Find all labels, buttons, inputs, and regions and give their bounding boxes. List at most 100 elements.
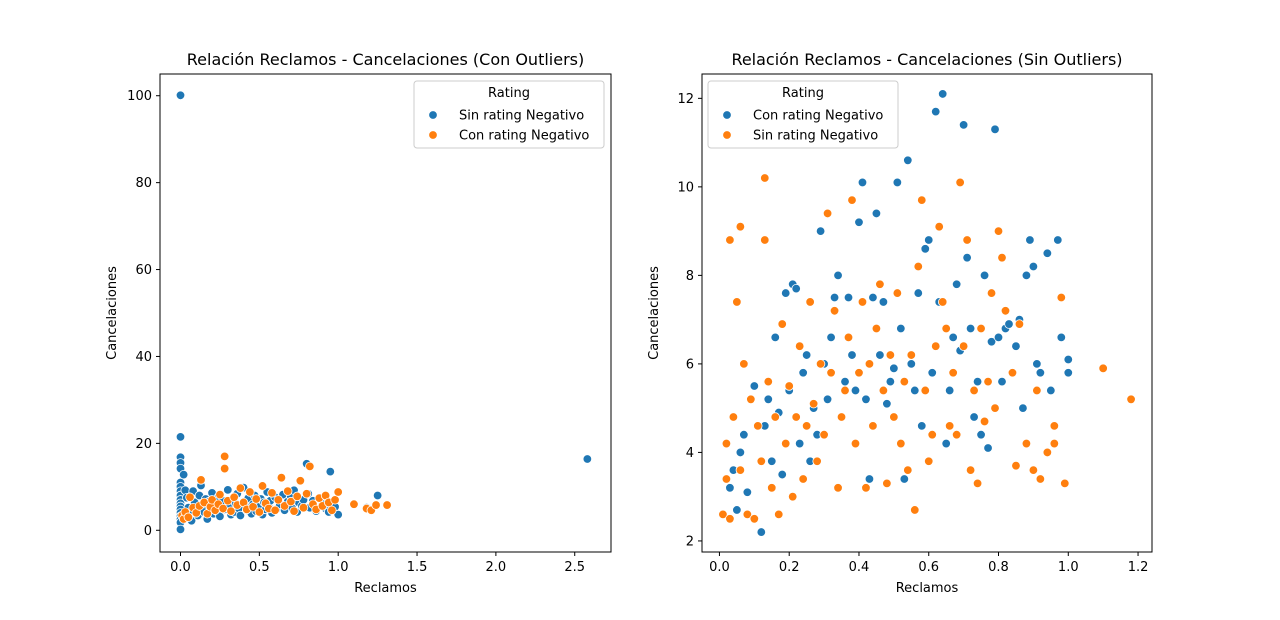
data-point [382,500,392,510]
data-point [1035,474,1046,484]
data-point [958,120,969,130]
x-tick-label: 0.8 [988,560,1009,575]
data-point [735,221,746,232]
data-point [254,507,265,517]
data-point [767,456,777,466]
data-point [735,465,746,475]
data-point [861,483,871,493]
data-point [979,416,990,427]
data-point [185,492,195,502]
data-point [735,447,746,458]
y-tick-label: 6 [686,357,694,372]
data-point [207,495,217,505]
data-point [924,235,934,245]
data-point [836,412,847,422]
data-point [801,350,812,360]
data-point [861,394,871,405]
data-point [938,297,948,307]
series-1 [175,90,593,535]
plot-frame [701,73,1153,553]
data-point [739,430,749,440]
data-point [763,394,773,405]
data-point [1063,368,1073,378]
y-tick-label: 40 [135,350,152,365]
data-point [372,490,383,501]
data-point [941,438,951,449]
data-point [371,500,381,510]
data-point [871,208,882,219]
data-point [899,376,910,387]
data-point [774,509,784,520]
data-point [875,350,885,360]
data-point [906,350,917,360]
data-point [969,385,979,396]
data-point [732,505,742,515]
data-point [257,481,268,491]
data-point [871,323,882,334]
data-point [301,489,312,499]
data-point [990,124,1000,135]
data-point [739,359,749,369]
data-point [1004,319,1014,329]
data-point [175,432,186,442]
data-point [1049,438,1060,449]
data-point [721,474,732,484]
data-point [805,297,815,307]
data-point [882,399,892,409]
data-point [791,412,801,422]
data-point [1098,363,1108,374]
data-point [770,412,780,422]
data-point [885,376,896,387]
data-point [847,195,857,205]
data-point [1028,261,1039,272]
data-point [1056,332,1067,343]
data-point [273,495,283,505]
x-tick-label: 1.0 [328,560,349,575]
data-point [223,485,233,495]
data-point [927,368,937,378]
data-point [972,376,983,387]
series-2 [177,451,392,524]
data-point [1035,368,1046,378]
data-point [1032,359,1042,369]
data-point [822,208,833,219]
y-axis-label: Cancelaciones [647,266,662,360]
y-tick-label: 0 [144,524,152,539]
data-point [760,235,770,245]
data-point [270,505,280,515]
data-point [920,385,930,396]
y-tick-label: 100 [127,89,152,104]
legend-marker [428,130,438,140]
data-point [948,332,958,343]
data-point [175,90,186,100]
data-point [896,323,906,334]
data-point [1053,235,1063,245]
data-point [276,472,287,483]
legend-marker [722,130,732,140]
data-point [934,221,944,232]
data-point [850,385,861,396]
data-point [781,288,791,298]
data-point [784,381,794,391]
legend-marker [722,110,732,120]
data-point [1000,306,1011,316]
data-point [864,474,875,484]
data-point [843,332,854,343]
data-point [1021,270,1032,281]
chart-title: Relación Reclamos - Cancelaciones (Sin O… [731,50,1122,69]
data-point [882,478,892,489]
data-point [267,488,277,498]
data-point [325,466,336,477]
x-tick-label: 0.6 [918,560,939,575]
data-point [983,443,993,453]
data-point [742,487,753,497]
data-point [951,279,962,289]
data-point [777,469,787,480]
legend-title: Rating [782,86,824,101]
data-point [812,456,822,466]
data-point [798,368,808,378]
data-point [826,368,836,378]
data-point [718,509,728,520]
x-tick-label: 0.2 [779,560,800,575]
